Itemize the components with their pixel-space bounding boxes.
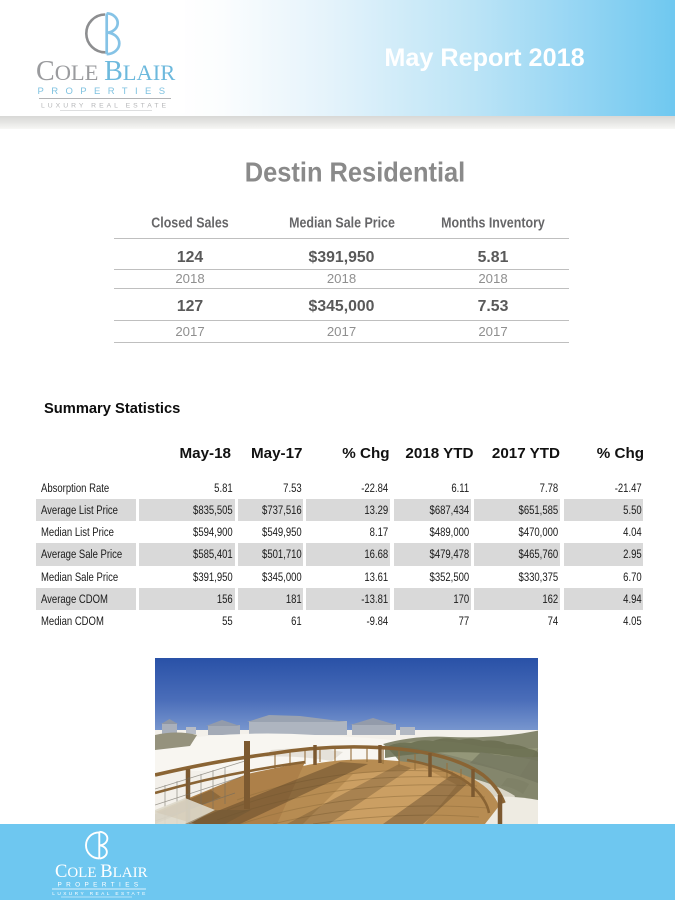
svg-text:PROPERTIES: PROPERTIES xyxy=(37,86,172,97)
svg-text:COLE BLAIR: COLE BLAIR xyxy=(55,862,148,882)
svg-text:LUXURY REAL ESTATE: LUXURY REAL ESTATE xyxy=(41,103,169,110)
svg-text:COLE BLAIR: COLE BLAIR xyxy=(36,56,175,87)
svg-text:PROPERTIES: PROPERTIES xyxy=(57,882,142,889)
svg-text:LUXURY REAL ESTATE: LUXURY REAL ESTATE xyxy=(52,891,147,897)
